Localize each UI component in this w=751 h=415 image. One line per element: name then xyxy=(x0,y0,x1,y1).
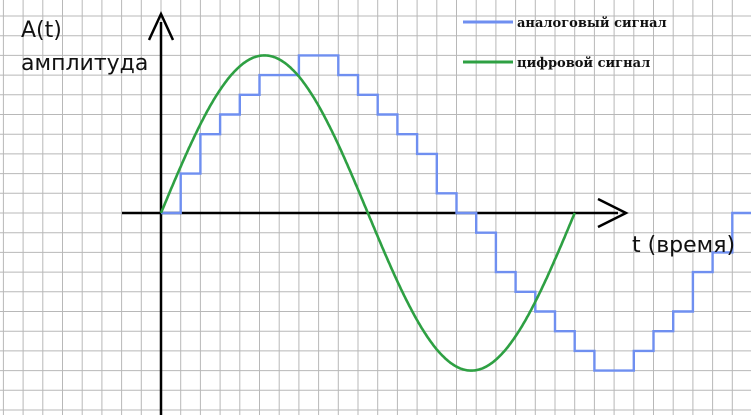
y-axis-symbol: A(t) xyxy=(21,18,62,43)
x-axis xyxy=(122,197,629,229)
legend-label-sine: цифровой сигнал xyxy=(517,56,650,71)
y-axis-name: амплитуда xyxy=(21,51,148,76)
legend-item-sine: цифровой сигнал xyxy=(463,56,650,71)
legend-item-step: аналоговый сигнал xyxy=(463,16,667,31)
x-axis-name: t (время) xyxy=(632,233,735,258)
step-signal-line xyxy=(161,54,751,372)
y-axis-arrow xyxy=(147,11,175,41)
legend-label-step: аналоговый сигнал xyxy=(517,16,667,31)
y-axis xyxy=(147,11,175,415)
x-axis-arrow xyxy=(597,197,629,229)
sine-signal-line xyxy=(159,54,576,372)
legend: аналоговый сигнал цифровой сигнал xyxy=(463,16,667,71)
